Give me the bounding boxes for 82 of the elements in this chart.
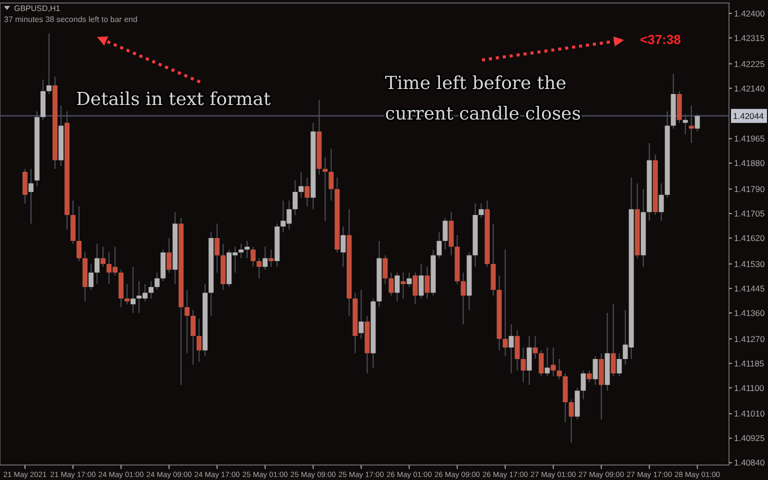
candlestick <box>292 180 298 216</box>
y-tick-label: 1.41620 <box>734 233 765 244</box>
y-tick-label: 1.42400 <box>734 8 765 18</box>
candlestick <box>532 335 538 360</box>
candlestick <box>586 370 592 383</box>
candlestick <box>94 243 100 285</box>
candlestick <box>250 246 256 268</box>
y-tick-label: 1.40840 <box>734 458 765 468</box>
candlestick <box>196 318 202 362</box>
y-tick-label: 1.41445 <box>734 283 765 294</box>
candlestick <box>544 346 550 377</box>
y-tick-label: 1.42315 <box>734 32 765 43</box>
candlestick <box>556 358 562 380</box>
candlestick <box>100 246 106 268</box>
candlestick <box>406 272 412 288</box>
candlestick <box>550 346 556 377</box>
candlestick <box>22 168 28 204</box>
candlestick <box>130 266 136 314</box>
candlestick <box>328 148 334 202</box>
candlestick <box>568 398 574 444</box>
annotation: <37:38 <box>640 32 681 47</box>
chart-title: GBPUSD,H1 <box>14 4 61 13</box>
candlestick <box>340 226 346 268</box>
candlestick <box>148 280 154 300</box>
y-tick-label: 1.41185 <box>734 358 764 368</box>
candlestick <box>580 370 586 400</box>
candlestick <box>76 206 82 262</box>
candlestick <box>610 304 616 377</box>
y-tick-label: 1.41790 <box>734 184 765 194</box>
candlestick <box>658 182 664 222</box>
candlestick <box>478 202 484 218</box>
candlestick <box>508 324 514 374</box>
candlestick <box>592 356 598 386</box>
candlestick <box>514 330 520 372</box>
y-tick-label: 1.42140 <box>734 83 765 94</box>
candlestick <box>298 171 304 198</box>
y-tick-label: 1.41880 <box>734 158 765 168</box>
y-tick-label: 1.42225 <box>734 58 765 69</box>
candlestick <box>358 289 364 340</box>
candlestick <box>244 240 250 259</box>
candlestick <box>184 289 190 354</box>
y-tick-label: 1.41705 <box>734 208 765 219</box>
y-tick-label: 1.41100 <box>734 382 764 393</box>
candlestick <box>46 33 52 95</box>
candlestick <box>502 249 508 357</box>
candlestick <box>436 232 442 259</box>
y-tick-label: 1.41270 <box>734 334 765 344</box>
candlestick <box>238 243 244 259</box>
candlestick <box>418 263 424 300</box>
candlestick <box>400 272 406 300</box>
annotation: 37 minutes 38 seconds left to bar end <box>4 15 138 24</box>
candlestick <box>268 249 274 268</box>
annotation: Details in text format <box>76 89 272 110</box>
y-tick-label: 1.41530 <box>734 258 765 269</box>
candlestick <box>616 352 622 377</box>
candlestick <box>214 223 220 274</box>
candlestick <box>322 156 328 222</box>
y-tick-label: 1.41965 <box>734 134 765 144</box>
candlestick <box>166 238 172 274</box>
candlestick <box>388 272 394 296</box>
candlestick <box>262 246 268 270</box>
candlestick <box>256 258 262 279</box>
candlestick <box>460 272 466 325</box>
candlestick <box>124 284 130 305</box>
annotation: Time left before the current candle closes <box>385 73 581 125</box>
candlestick <box>154 272 160 290</box>
candlestick <box>382 254 388 285</box>
candlestick <box>304 177 310 207</box>
candlestick <box>28 168 34 224</box>
y-tick-label: 1.41360 <box>734 308 765 318</box>
ref-line-label: 1.42044 <box>733 110 764 121</box>
candlestick <box>424 266 430 300</box>
y-tick-label: 1.41010 <box>734 408 765 419</box>
candlestick <box>538 350 544 377</box>
candlestick <box>442 217 448 250</box>
candlestick <box>526 335 532 386</box>
candlestick <box>88 263 94 290</box>
candlestick <box>394 272 400 302</box>
candlestick <box>412 272 418 305</box>
y-tick-label: 1.40925 <box>734 433 765 444</box>
candlestick <box>190 310 196 366</box>
candlestick <box>520 346 526 383</box>
